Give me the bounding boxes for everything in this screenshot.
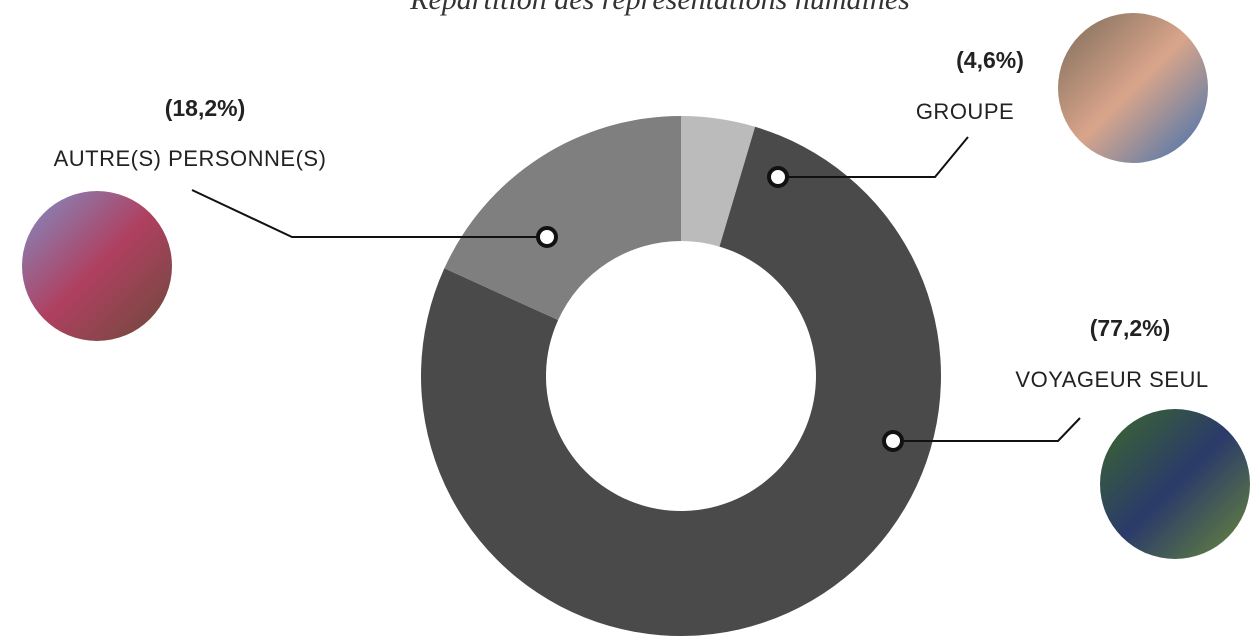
- photo: [1058, 13, 1208, 163]
- leader-line: [893, 417, 1081, 442]
- leader-dot: [882, 430, 904, 452]
- leader-line: [191, 189, 547, 238]
- donut-slice: [420, 126, 942, 636]
- photo: [22, 191, 172, 341]
- value-label: (18,2%): [165, 95, 246, 121]
- value-label: (4,6%): [956, 47, 1024, 73]
- category-label: GROUPE: [916, 99, 1014, 124]
- donut-slice: [681, 116, 756, 247]
- donut-slice: [444, 116, 681, 321]
- category-label: VOYAGEUR SEUL: [1015, 367, 1208, 392]
- value-label: (77,2%): [1090, 315, 1171, 341]
- chart-title: Répartition des représentations humaines: [409, 0, 910, 16]
- leader-line: [778, 136, 969, 178]
- photo: [1100, 409, 1250, 559]
- leader-dot: [767, 166, 789, 188]
- leader-dot: [536, 226, 558, 248]
- category-label: AUTRE(S) PERSONNE(S): [54, 146, 327, 171]
